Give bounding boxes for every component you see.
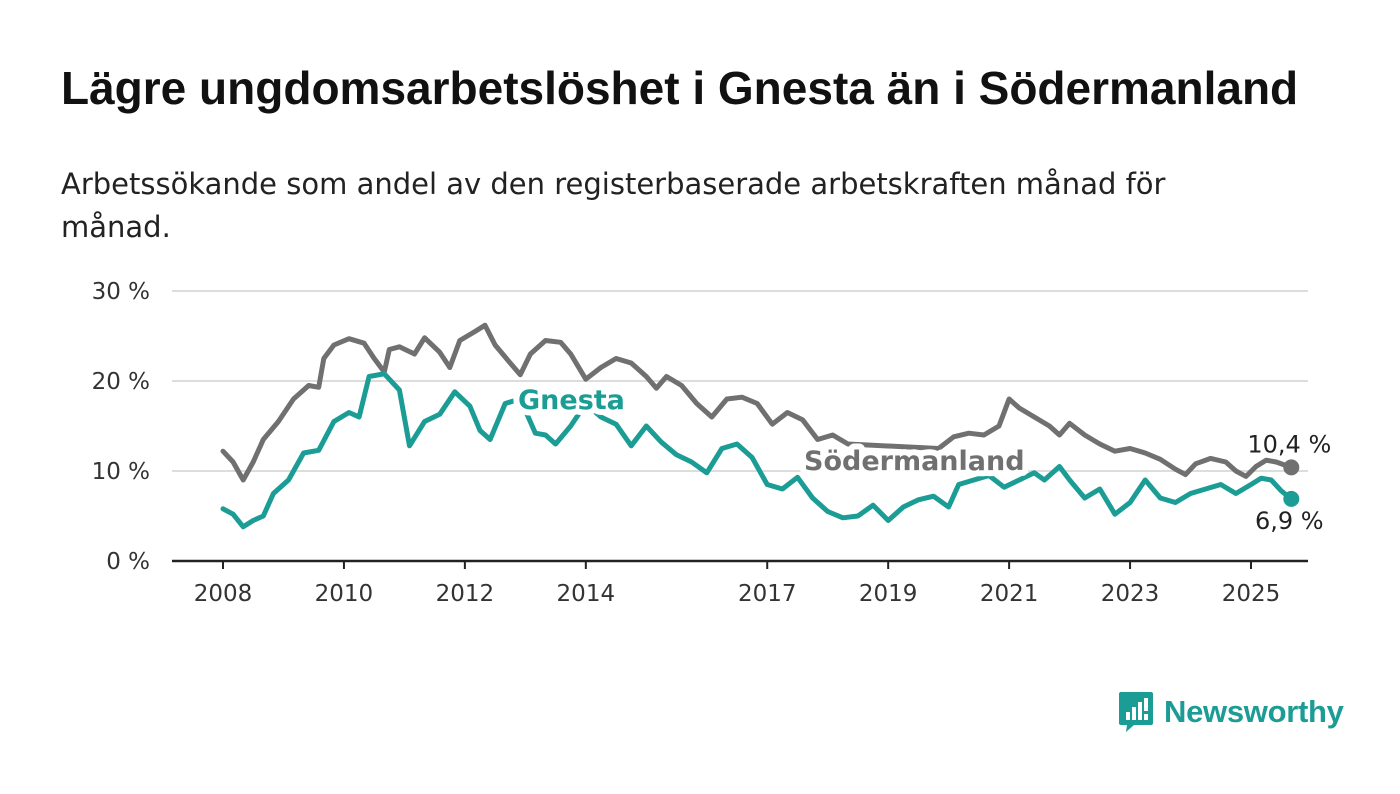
y-tick-label: 30 % — [92, 279, 150, 305]
newsworthy-logo[interactable]: Newsworthy — [1118, 690, 1344, 734]
x-tick-label: 2025 — [1222, 581, 1281, 607]
end-point-södermanland — [1283, 459, 1300, 476]
chart-subtitle: Arbetssökande som andel av den registerb… — [61, 167, 1166, 244]
end-value-label: 10,4 % — [1247, 430, 1331, 458]
series-line-gnesta — [220, 371, 1294, 530]
end-value-label: 6,9 % — [1255, 507, 1324, 535]
series-labels: 10,4 % 6,9 % Södermanland Gnesta — [512, 379, 1331, 535]
x-tick-label: 2008 — [194, 581, 253, 607]
x-tick-label: 2019 — [859, 581, 918, 607]
x-tick-label: 2023 — [1101, 581, 1160, 607]
y-tick-label: 10 % — [92, 459, 150, 485]
x-tick-label: 2021 — [980, 581, 1039, 607]
series-label-södermanland: Södermanland — [804, 446, 1025, 477]
newsworthy-logo-icon — [1119, 692, 1153, 732]
x-tick-label: 2014 — [557, 581, 616, 607]
x-tick-label: 2012 — [436, 581, 495, 607]
series-line-södermanland — [220, 322, 1294, 483]
series-lines — [220, 322, 1300, 530]
y-tick-label: 20 % — [92, 369, 150, 395]
y-tick-label: 0 % — [106, 549, 150, 575]
x-tick-label: 2010 — [315, 581, 374, 607]
chart-title: Lägre ungdomsarbetslöshet i Gnesta än i … — [61, 62, 1299, 114]
x-tick-label: 2017 — [738, 581, 797, 607]
y-axis-ticks: 0 % 10 % 20 % 30 % — [92, 279, 150, 575]
series-label-gnesta: Gnesta — [518, 385, 625, 416]
grid-lines — [172, 290, 1308, 563]
end-point-gnesta — [1283, 490, 1300, 507]
x-axis-ticks: 2008 2010 2012 2014 2017 2019 2021 2023 2025 — [194, 561, 1281, 607]
brand-name: Newsworthy — [1164, 694, 1344, 729]
